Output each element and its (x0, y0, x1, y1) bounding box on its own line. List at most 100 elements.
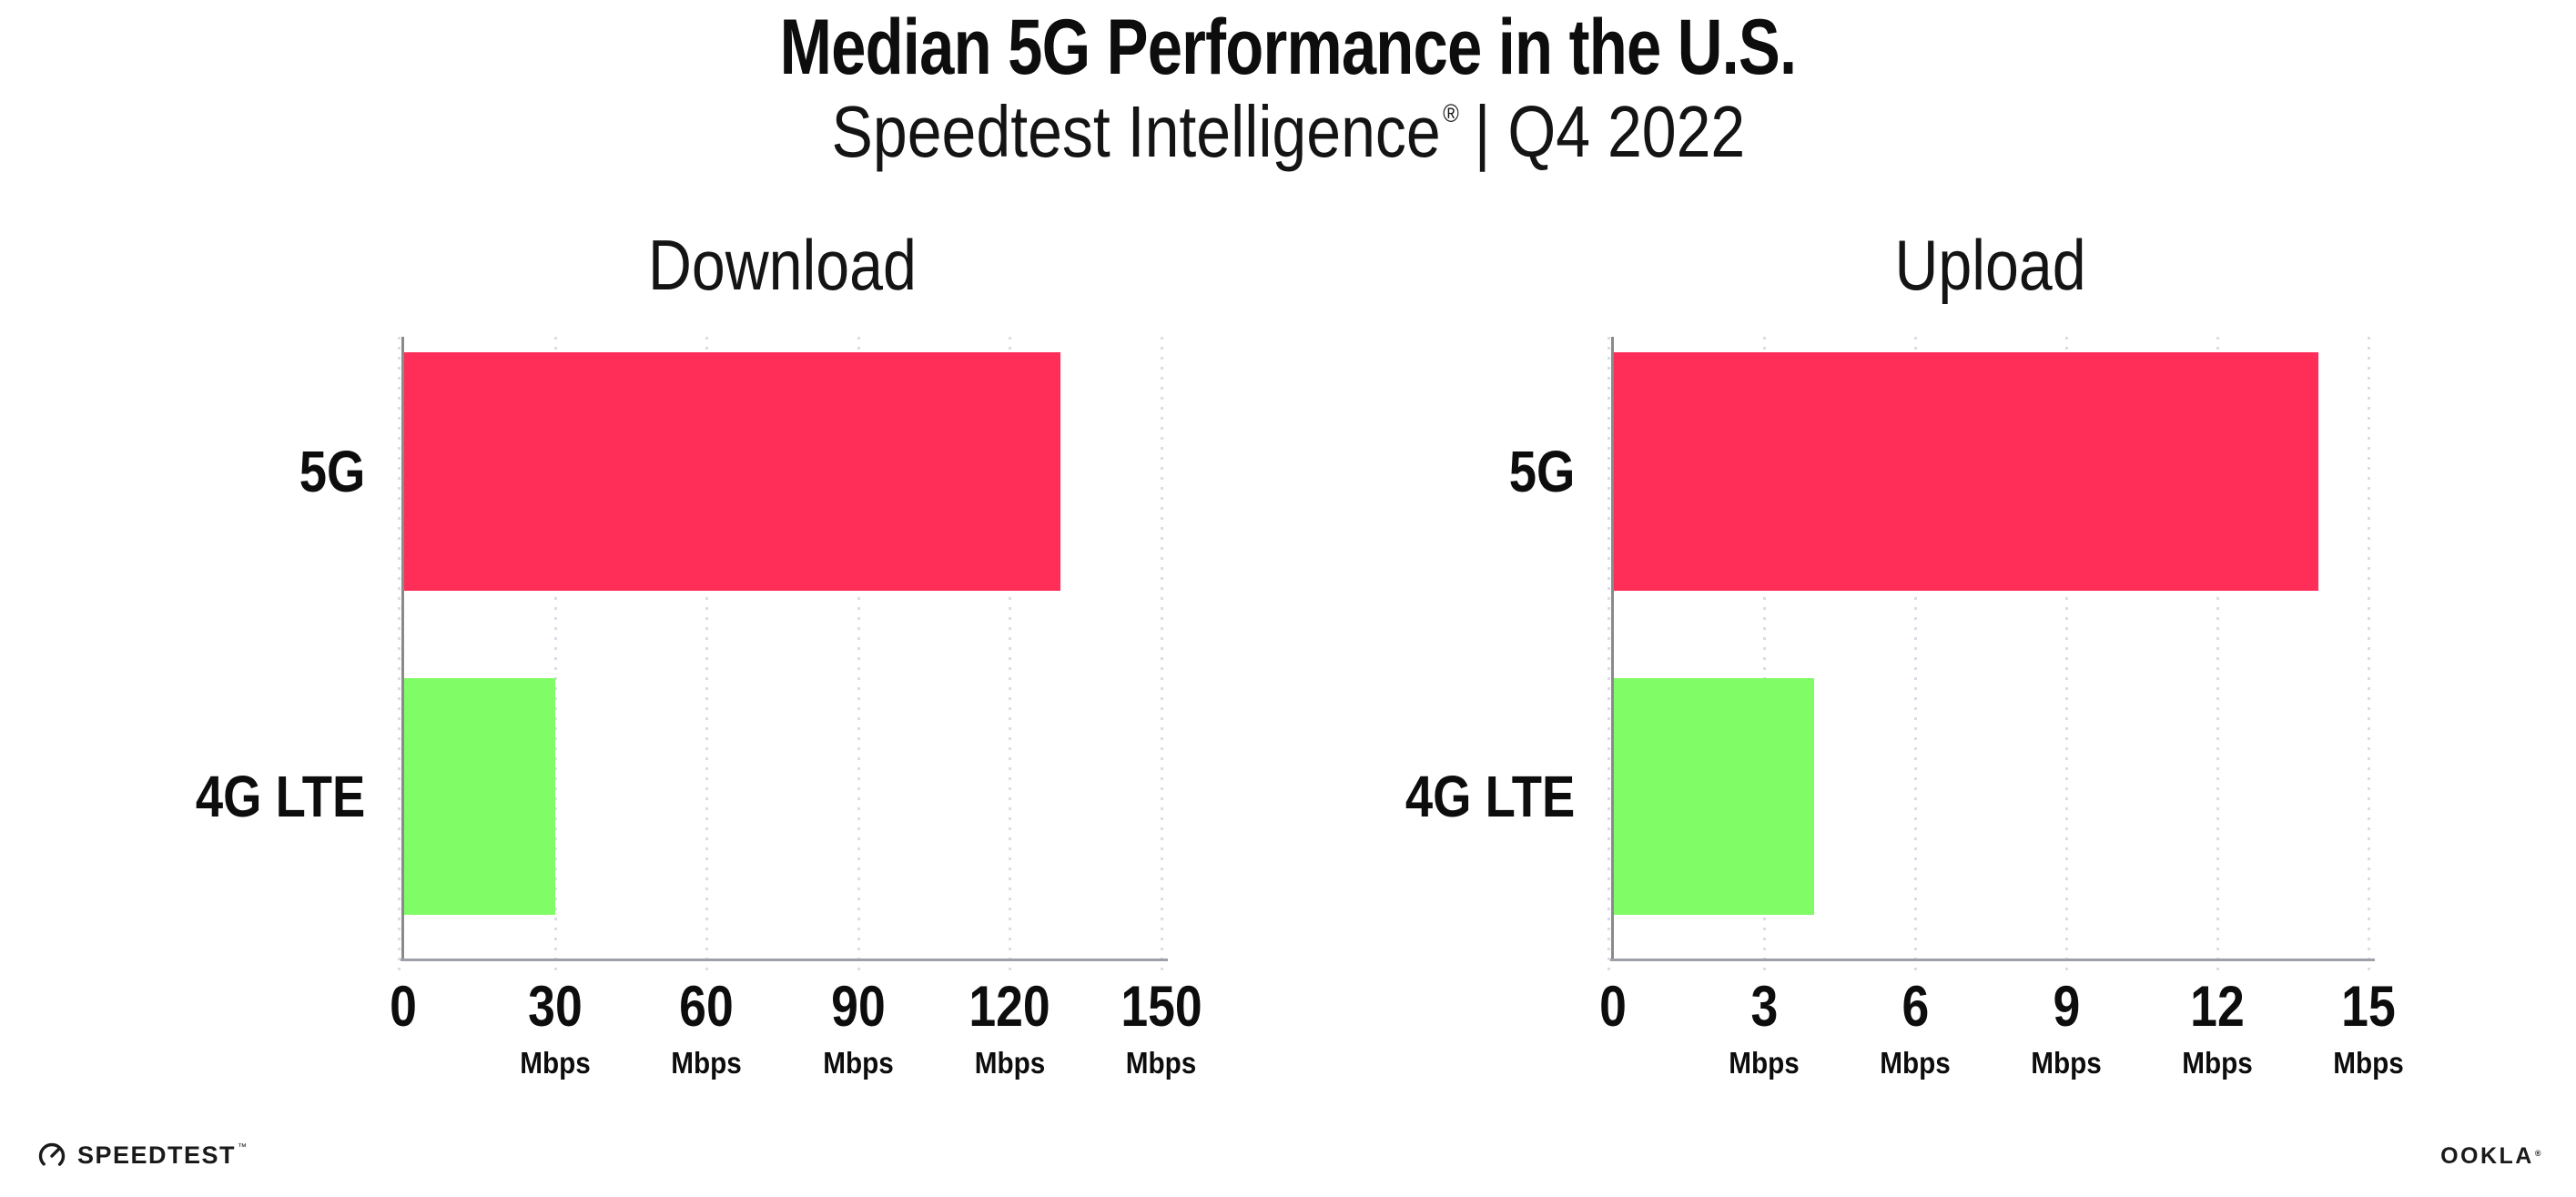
ookla-registered-icon: ® (2534, 1149, 2543, 1158)
tick-unit-text: Mbps (1880, 1046, 1951, 1080)
tick-number: 90 (819, 979, 898, 1036)
bar-5g (1613, 352, 2318, 591)
tick-number-text: 15 (2341, 975, 2396, 1039)
category-label-5g: 5G (0, 352, 365, 591)
x-axis-line (1610, 959, 2375, 961)
ookla-logo: OOKLA® (2440, 1143, 2543, 1170)
tick-number: 30 (516, 979, 594, 1036)
gridline (705, 337, 709, 971)
tick-number: 60 (667, 979, 745, 1036)
tick-number: 150 (1113, 979, 1209, 1036)
bar-4g-lte (1613, 678, 1815, 915)
tick-unit: Mbps (1725, 1048, 1803, 1078)
tick-number-text: 150 (1121, 975, 1202, 1039)
tick-unit-text: Mbps (974, 1046, 1046, 1080)
tick-number-text: 6 (1902, 975, 1929, 1039)
x-tick-label: 6 Mbps (1876, 979, 1954, 1079)
category-label-4g-lte: 4G LTE (0, 678, 365, 915)
tick-number-text: 90 (831, 975, 886, 1039)
chart-title: Upload (1613, 229, 2368, 300)
gridline (2065, 337, 2068, 971)
tick-unit-text: Mbps (1729, 1046, 1800, 1080)
y-axis-line (401, 337, 404, 959)
tick-number-text: 60 (679, 975, 734, 1039)
category-label-text: 5G (299, 439, 365, 504)
gridline (1161, 337, 1163, 971)
ookla-wordmark: OOKLA (2440, 1143, 2534, 1169)
tick-unit-text: Mbps (519, 1046, 591, 1080)
speedtest-gauge-icon (38, 1142, 66, 1170)
tick-number-text: 9 (2053, 975, 2080, 1039)
chart-title-text: Upload (1894, 225, 2087, 305)
category-label-5g: 5G (1192, 352, 1575, 591)
tick-number-text: 3 (1750, 975, 1778, 1039)
chart-title-text: Download (648, 225, 917, 305)
tick-number: 120 (962, 979, 1058, 1036)
subtitle: Speedtest Intelligence® | Q4 2022 (0, 94, 2576, 170)
tick-unit: Mbps (2329, 1048, 2408, 1078)
x-tick-label: 60 Mbps (667, 979, 745, 1079)
tick-unit-text: Mbps (2182, 1046, 2253, 1080)
gridline (2368, 337, 2370, 971)
gridline (1914, 337, 1917, 971)
tick-unit: Mbps (1113, 1048, 1209, 1078)
x-axis-line (401, 959, 1168, 961)
tick-number-text: 120 (969, 975, 1051, 1039)
x-tick-label: 15 Mbps (2329, 975, 2408, 1079)
x-tick-label: 12 Mbps (2178, 979, 2257, 1079)
tick-number: 0 (1597, 979, 1628, 1036)
x-tick-label: 120 Mbps (962, 979, 1058, 1080)
gridline (1607, 337, 1610, 971)
tick-number: 12 (2178, 979, 2257, 1036)
tick-number: 0 (387, 979, 419, 1036)
gridline (398, 337, 401, 971)
tick-unit: Mbps (819, 1048, 898, 1078)
x-tick-label: 30 Mbps (516, 979, 594, 1079)
page-title: Median 5G Performance in the U.S. (0, 4, 2576, 91)
x-tick-label: 90 Mbps (819, 979, 898, 1079)
bar-4g-lte (403, 678, 555, 915)
gridline (1763, 337, 1766, 971)
tick-unit-text: Mbps (2333, 1046, 2404, 1080)
tick-number: 6 (1876, 979, 1954, 1036)
x-tick-label: 0 (387, 979, 419, 1036)
subtitle-period: | Q4 2022 (1474, 91, 1745, 172)
trademark-icon: ™ (238, 1141, 248, 1152)
chart-title: Download (403, 229, 1161, 300)
page-title-text: Median 5G Performance in the U.S. (779, 4, 1798, 91)
category-label-text: 4G LTE (195, 764, 365, 829)
tick-unit: Mbps (1876, 1048, 1954, 1078)
gridline (1009, 337, 1012, 971)
category-label-text: 5G (1508, 439, 1575, 504)
tick-number-text: 0 (390, 975, 417, 1039)
category-label-text: 4G LTE (1405, 764, 1575, 829)
x-tick-label: 9 Mbps (2027, 979, 2105, 1079)
gridline (857, 337, 860, 971)
tick-number: 3 (1725, 979, 1803, 1036)
category-label-4g-lte: 4G LTE (1192, 678, 1575, 915)
x-tick-label: 0 (1597, 979, 1628, 1036)
speedtest-wordmark: SPEEDTEST (77, 1141, 237, 1169)
tick-unit: Mbps (2178, 1048, 2257, 1078)
tick-number: 9 (2027, 979, 2105, 1036)
tick-unit-text: Mbps (671, 1046, 742, 1080)
tick-unit: Mbps (667, 1048, 745, 1078)
gridline (553, 337, 557, 971)
tick-number-text: 30 (527, 975, 583, 1039)
plot-area (1607, 337, 2370, 971)
tick-unit: Mbps (516, 1048, 594, 1078)
tick-unit-text: Mbps (823, 1046, 894, 1080)
subtitle-text: Speedtest Intelligence® | Q4 2022 (831, 94, 1745, 170)
x-tick-label: 3 Mbps (1725, 979, 1803, 1079)
tick-number-text: 0 (1599, 975, 1627, 1039)
subtitle-brand: Speedtest Intelligence (831, 91, 1441, 172)
gridline (2216, 337, 2219, 971)
tick-unit-text: Mbps (1126, 1046, 1197, 1080)
tick-unit: Mbps (2027, 1048, 2105, 1078)
x-tick-label: 150 Mbps (1113, 979, 1209, 1079)
registered-trademark-icon: ® (1442, 99, 1459, 127)
speedtest-logo: SPEEDTEST ™ (36, 1140, 247, 1171)
y-axis-line (1611, 337, 1614, 959)
tick-number-text: 12 (2190, 975, 2245, 1039)
